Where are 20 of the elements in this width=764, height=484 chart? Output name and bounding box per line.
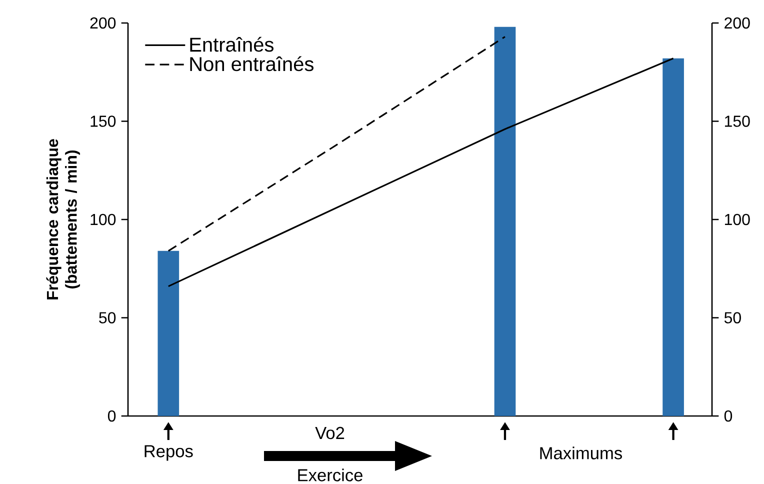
legend-label: Entraînés (190, 36, 274, 52)
y-tick-label: 150 (90, 116, 116, 127)
y2-tick-label: 150 (724, 116, 750, 127)
bar (662, 58, 684, 416)
y2-tick-label: 200 (724, 17, 750, 29)
bar (158, 250, 180, 416)
y2-tick-label: 50 (724, 312, 741, 324)
text: Exercice (298, 468, 362, 482)
y2-tick-label: 100 (724, 214, 750, 226)
y-axis-title: Fréquence cardiaque (battements / min) (46, 139, 80, 300)
text: Maximums (540, 446, 622, 460)
text: Repos (144, 445, 193, 461)
bar (494, 26, 516, 416)
y-tick-label: 50 (99, 312, 116, 324)
y-tick-label: 100 (90, 214, 116, 226)
legend-label: Non entraînés (190, 56, 314, 72)
y-tick-label: 200 (90, 17, 116, 29)
y2-tick-label: 0 (724, 410, 732, 422)
text: Vo2 (315, 426, 344, 440)
y-tick-label: 0 (108, 410, 116, 422)
